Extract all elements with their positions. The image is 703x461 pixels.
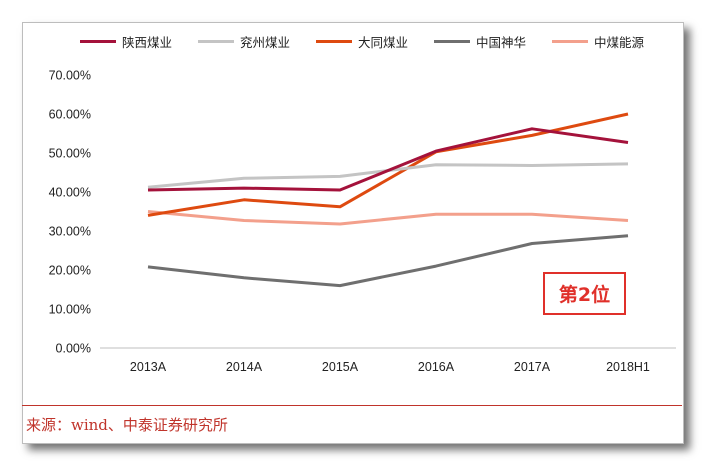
x-tick-label: 2017A	[514, 360, 551, 374]
x-tick-label: 2018H1	[606, 360, 650, 374]
x-tick-label: 2016A	[418, 360, 455, 374]
y-tick-label: 50.00%	[49, 147, 91, 161]
legend-swatch	[80, 40, 116, 43]
x-tick-label: 2015A	[322, 360, 359, 374]
series-line	[147, 127, 629, 192]
chart-frame	[22, 22, 684, 444]
legend-label: 陕西煤业	[122, 35, 173, 50]
legend-item: 大同煤业	[316, 32, 434, 51]
source-note: 来源：wind、中泰证券研究所	[26, 416, 228, 434]
legend-swatch	[552, 40, 588, 43]
series-line	[147, 234, 629, 288]
series-line	[147, 162, 629, 189]
legend-item: 陕西煤业	[80, 32, 198, 51]
legend-label: 大同煤业	[358, 35, 409, 50]
y-tick-label: 40.00%	[49, 186, 91, 200]
x-tick-label: 2014A	[226, 360, 263, 374]
y-tick-label: 70.00%	[49, 69, 91, 83]
rank-badge: 第2位	[543, 272, 626, 315]
legend-label: 兖州煤业	[240, 35, 291, 50]
x-tick-label: 2013A	[130, 360, 167, 374]
legend-swatch	[198, 40, 234, 43]
y-tick-label: 0.00%	[56, 342, 91, 356]
legend-item: 兖州煤业	[198, 32, 316, 51]
source-divider	[22, 405, 682, 406]
y-axis: 0.00% 10.00% 20.00% 30.00% 40.00% 50.00% 60.00…	[49, 69, 91, 356]
legend-swatch	[434, 40, 470, 43]
legend-item: 中煤能源	[552, 32, 670, 51]
y-tick-label: 10.00%	[49, 303, 91, 317]
y-tick-label: 30.00%	[49, 225, 91, 239]
legend-item: 中国神华	[434, 32, 552, 51]
x-axis: 2013A 2014A 2015A 2016A 2017A 2018H1	[130, 360, 650, 374]
series-group	[147, 112, 629, 288]
y-tick-label: 60.00%	[49, 108, 91, 122]
y-tick-label: 20.00%	[49, 264, 91, 278]
series-line	[147, 210, 629, 226]
legend-swatch	[316, 40, 352, 43]
legend-label: 中国神华	[476, 35, 527, 50]
legend: 陕西煤业 兖州煤业 大同煤业 中国神华 中煤能源	[80, 32, 670, 51]
legend-label: 中煤能源	[594, 35, 645, 50]
